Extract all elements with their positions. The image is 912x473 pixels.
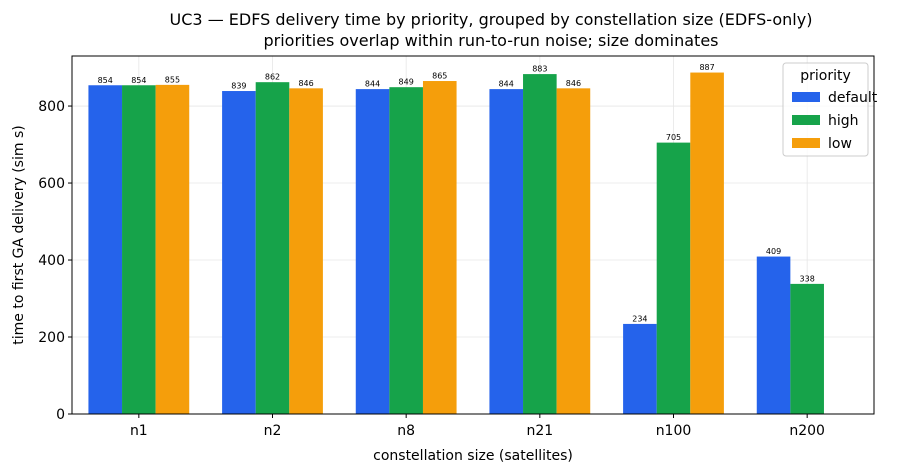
legend-title: priority	[800, 68, 851, 84]
x-tick-label: n21	[526, 423, 553, 439]
bar-default-n8	[355, 89, 390, 414]
data-label-default-n21: 844	[499, 80, 514, 89]
data-label-default-n2: 839	[231, 82, 246, 91]
x-tick-label: n8	[397, 423, 415, 439]
legend-label-high: high	[828, 113, 859, 129]
legend-label-default: default	[828, 90, 878, 106]
bar-low-n100	[690, 72, 724, 415]
data-label-default-n8: 844	[365, 80, 380, 89]
data-label-default-n200: 409	[766, 247, 781, 256]
data-label-high-n1: 854	[131, 76, 146, 85]
grid-lines	[72, 56, 874, 415]
bar-high-n8	[389, 87, 423, 414]
data-label-low-n8: 865	[432, 72, 447, 81]
bar-default-n200	[756, 256, 791, 414]
legend-swatch-default	[792, 92, 820, 102]
x-tick-label: n200	[789, 423, 825, 439]
y-axis-label: time to first GA delivery (sim s)	[11, 125, 27, 344]
legend-swatch-low	[792, 138, 820, 148]
legend-swatch-high	[792, 115, 820, 125]
y-tick-label: 600	[38, 176, 65, 192]
data-label-default-n100: 234	[632, 314, 647, 323]
x-tick-label: n100	[656, 423, 692, 439]
data-label-low-n100: 887	[699, 63, 714, 72]
bar-low-n21	[556, 88, 591, 415]
bar-high-n100	[656, 142, 691, 414]
bar-default-n2	[222, 91, 256, 415]
bar-high-n21	[523, 74, 557, 415]
x-axis-label: constellation size (satellites)	[373, 448, 573, 464]
chart-subtitle: priorities overlap within run-to-run noi…	[264, 31, 719, 50]
data-label-low-n21: 846	[566, 79, 581, 88]
bar-high-n1	[122, 85, 156, 414]
data-label-low-n2: 846	[298, 79, 313, 88]
data-label-high-n200: 338	[800, 274, 815, 283]
axes: 0 200 400 600 800 n1 n2 n8 n21 n100 n200	[38, 55, 875, 439]
data-label-default-n1: 854	[98, 76, 113, 85]
data-labels: 854 854 855 839 862 846 844 849 865 844 883 846 234 7…	[98, 63, 815, 323]
y-tick-label: 800	[38, 99, 65, 115]
data-label-low-n1: 855	[165, 75, 180, 84]
data-label-high-n2: 862	[265, 73, 280, 82]
bar-low-n1	[155, 84, 190, 414]
data-label-high-n8: 849	[399, 78, 414, 87]
chart-title: UC3 — EDFS delivery time by priority, gr…	[170, 10, 813, 29]
x-tick-label: n1	[130, 423, 148, 439]
plot-frame	[71, 55, 875, 415]
legend-label-low: low	[828, 136, 852, 152]
bars	[88, 72, 824, 415]
y-tick-label: 200	[38, 330, 65, 346]
y-tick-label: 400	[38, 253, 65, 269]
y-tick-label: 0	[56, 407, 65, 423]
bar-low-n8	[422, 81, 457, 414]
legend: priority default high low	[782, 62, 878, 157]
bar-low-n2	[289, 88, 323, 415]
bar-default-n100	[623, 323, 657, 414]
bar-high-n200	[790, 283, 824, 414]
bar-high-n2	[255, 82, 290, 415]
x-tick-label: n2	[264, 423, 282, 439]
data-label-high-n21: 883	[532, 65, 547, 74]
bar-default-n1	[88, 85, 123, 414]
data-label-high-n100: 705	[666, 133, 681, 142]
legend-box	[782, 62, 869, 157]
bar-default-n21	[489, 89, 524, 414]
